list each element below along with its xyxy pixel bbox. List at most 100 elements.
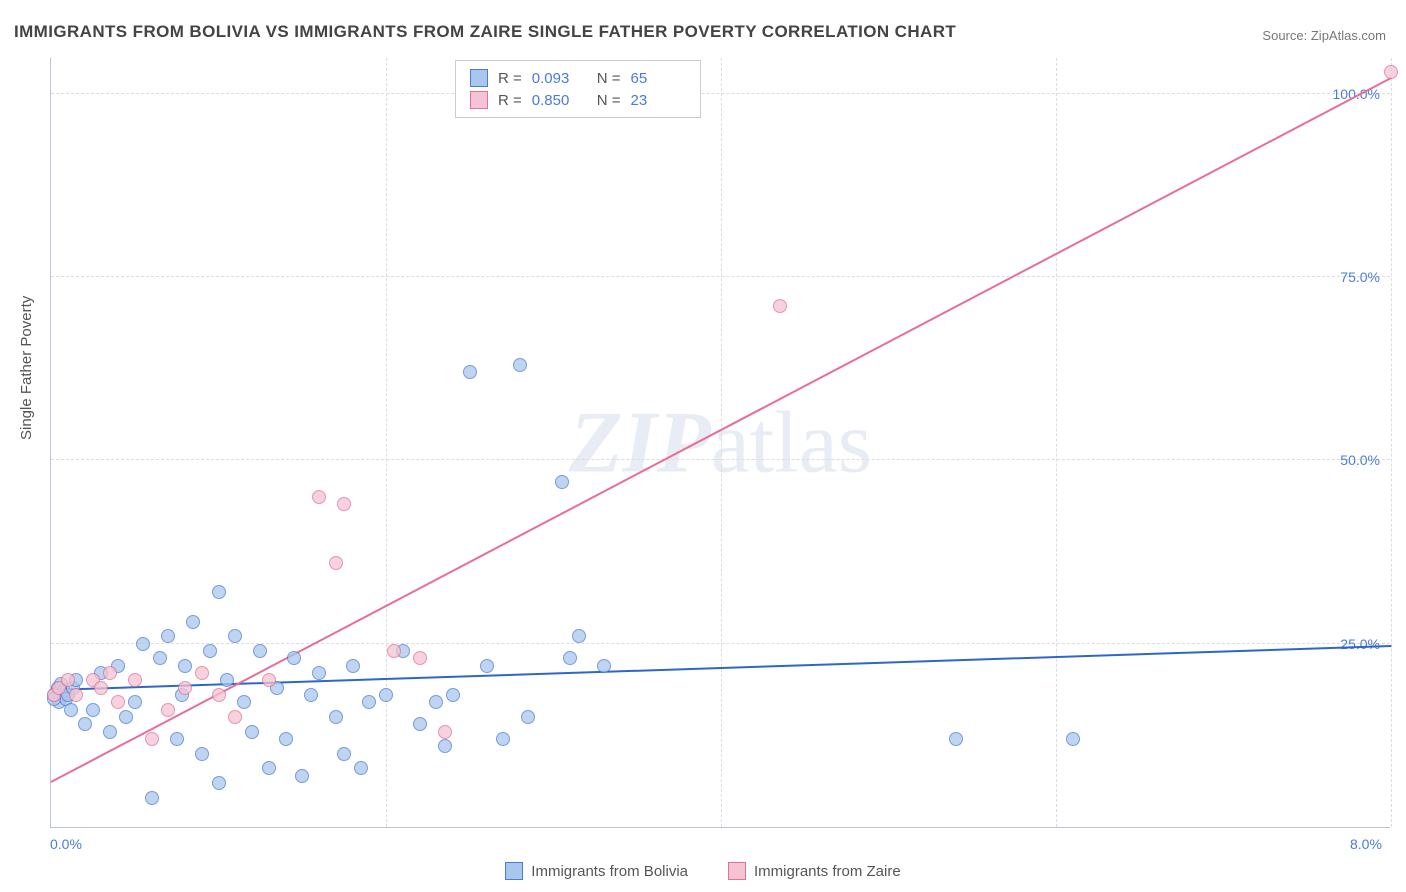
- legend-swatch: [728, 862, 746, 880]
- n-value: 65: [631, 70, 686, 87]
- data-point: [295, 769, 309, 783]
- data-point: [220, 673, 234, 687]
- y-axis-title: Single Father Poverty: [18, 296, 35, 440]
- data-point: [153, 651, 167, 665]
- data-point: [212, 688, 226, 702]
- x-tick-label: 0.0%: [50, 836, 82, 852]
- data-point: [103, 666, 117, 680]
- data-point: [86, 703, 100, 717]
- data-point: [61, 673, 75, 687]
- source-name: ZipAtlas.com: [1311, 28, 1386, 43]
- r-value: 0.850: [532, 92, 587, 109]
- data-point: [178, 659, 192, 673]
- data-point: [387, 644, 401, 658]
- data-point: [64, 703, 78, 717]
- data-point: [119, 710, 133, 724]
- data-point: [128, 695, 142, 709]
- data-point: [513, 358, 527, 372]
- data-point: [354, 761, 368, 775]
- data-point: [103, 725, 117, 739]
- r-label: R =: [498, 92, 522, 109]
- data-point: [186, 615, 200, 629]
- x-tick-label: 8.0%: [1350, 836, 1382, 852]
- data-point: [1066, 732, 1080, 746]
- plot-area: ZIPatlas 25.0%50.0%75.0%100.0%: [50, 58, 1390, 828]
- data-point: [195, 666, 209, 680]
- data-point: [212, 776, 226, 790]
- series-legend: Immigrants from Bolivia Immigrants from Z…: [0, 862, 1406, 880]
- data-point: [312, 666, 326, 680]
- source-label: Source:: [1262, 28, 1307, 43]
- data-point: [362, 695, 376, 709]
- data-point: [555, 475, 569, 489]
- watermark-bold: ZIP: [569, 394, 711, 491]
- legend-series-label: Immigrants from Bolivia: [531, 863, 688, 880]
- legend-swatch: [505, 862, 523, 880]
- data-point: [413, 717, 427, 731]
- data-point: [279, 732, 293, 746]
- legend-correlation-row: R = 0.093 N = 65: [470, 67, 686, 89]
- gridline-vertical: [1056, 58, 1057, 827]
- legend-swatch: [470, 91, 488, 109]
- legend-series-item: Immigrants from Zaire: [728, 862, 901, 880]
- n-value: 23: [631, 92, 686, 109]
- data-point: [195, 747, 209, 761]
- data-point: [429, 695, 443, 709]
- y-tick-label: 25.0%: [1340, 636, 1380, 652]
- y-tick-label: 50.0%: [1340, 452, 1380, 468]
- data-point: [446, 688, 460, 702]
- data-point: [262, 761, 276, 775]
- data-point: [1384, 65, 1398, 79]
- data-point: [287, 651, 301, 665]
- data-point: [379, 688, 393, 702]
- data-point: [161, 629, 175, 643]
- gridline-vertical: [721, 58, 722, 827]
- legend-swatch: [470, 69, 488, 87]
- data-point: [597, 659, 611, 673]
- data-point: [773, 299, 787, 313]
- data-point: [145, 791, 159, 805]
- data-point: [572, 629, 586, 643]
- data-point: [78, 717, 92, 731]
- legend-series-label: Immigrants from Zaire: [754, 863, 901, 880]
- data-point: [949, 732, 963, 746]
- data-point: [170, 732, 184, 746]
- data-point: [178, 681, 192, 695]
- data-point: [304, 688, 318, 702]
- data-point: [212, 585, 226, 599]
- legend-series-item: Immigrants from Bolivia: [505, 862, 688, 880]
- data-point: [237, 695, 251, 709]
- data-point: [145, 732, 159, 746]
- watermark-rest: atlas: [711, 394, 872, 491]
- data-point: [337, 497, 351, 511]
- data-point: [438, 725, 452, 739]
- r-label: R =: [498, 70, 522, 87]
- data-point: [496, 732, 510, 746]
- data-point: [312, 490, 326, 504]
- data-point: [337, 747, 351, 761]
- n-label: N =: [597, 92, 621, 109]
- data-point: [245, 725, 259, 739]
- data-point: [69, 688, 83, 702]
- data-point: [203, 644, 217, 658]
- data-point: [329, 556, 343, 570]
- data-point: [480, 659, 494, 673]
- gridline-vertical: [1391, 58, 1392, 827]
- data-point: [136, 637, 150, 651]
- data-point: [94, 681, 108, 695]
- gridline-vertical: [386, 58, 387, 827]
- data-point: [438, 739, 452, 753]
- data-point: [521, 710, 535, 724]
- data-point: [161, 703, 175, 717]
- data-point: [228, 710, 242, 724]
- data-point: [346, 659, 360, 673]
- correlation-legend: R = 0.093 N = 65 R = 0.850 N = 23: [455, 60, 701, 118]
- legend-correlation-row: R = 0.850 N = 23: [470, 89, 686, 111]
- y-tick-label: 75.0%: [1340, 269, 1380, 285]
- n-label: N =: [597, 70, 621, 87]
- r-value: 0.093: [532, 70, 587, 87]
- data-point: [463, 365, 477, 379]
- data-point: [111, 695, 125, 709]
- data-point: [563, 651, 577, 665]
- data-point: [329, 710, 343, 724]
